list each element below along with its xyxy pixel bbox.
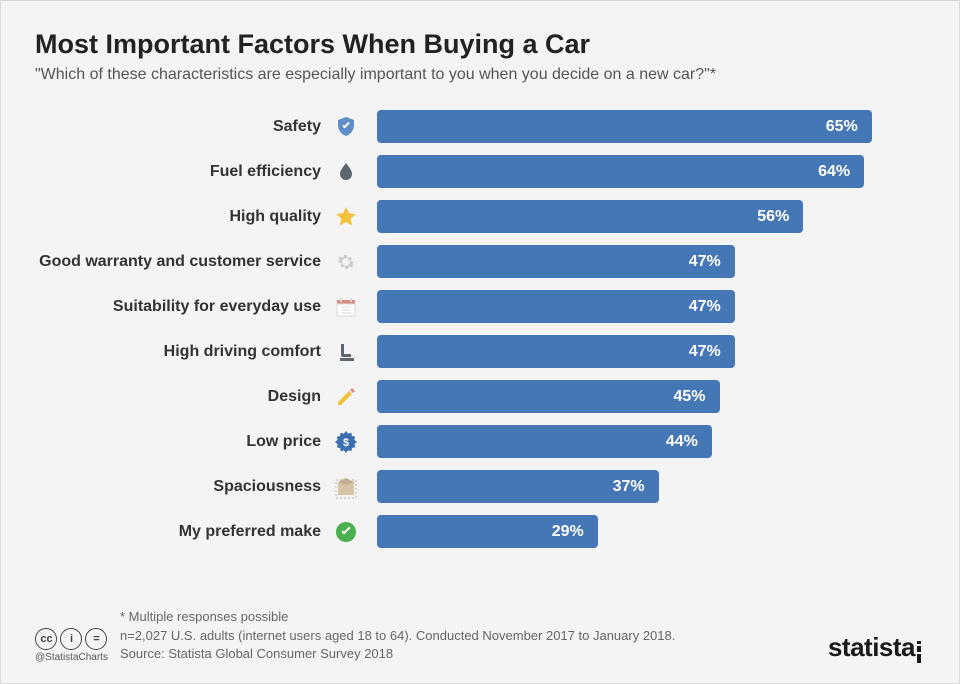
bar-row: Low price $ 44% [35,425,925,458]
bar: 29% [377,515,598,548]
row-label: Safety [35,118,331,136]
brand-text: statista [828,632,915,663]
cc-icon: i [60,628,82,650]
gear-icon [331,250,361,274]
bar: 65% [377,110,872,143]
bar-row: High driving comfort 47% [35,335,925,368]
bar-row: Fuel efficiency 64% [35,155,925,188]
drop-icon [331,160,361,184]
bar: 47% [377,290,735,323]
row-label: Design [35,388,331,406]
row-label: Low price [35,433,331,451]
bar: 37% [377,470,659,503]
bar-row: High quality 56% [35,200,925,233]
row-label: Suitability for everyday use [35,298,331,316]
bar-value: 47% [689,343,721,361]
row-label: High driving comfort [35,343,331,361]
bar-row: Good warranty and customer service 47% [35,245,925,278]
footer-left: cci= @StatistaCharts * Multiple response… [35,608,675,663]
box-icon [331,475,361,499]
row-label: High quality [35,208,331,226]
footnote-source: Source: Statista Global Consumer Survey … [120,645,675,663]
bar-row: Design 45% [35,380,925,413]
bar-rows: Safety 65% Fuel efficiency 64% High qual… [35,110,925,548]
bar-track: 47% [377,245,925,278]
bar-value: 56% [757,208,789,226]
row-label: Spaciousness [35,478,331,496]
footer-notes: * Multiple responses possible n=2,027 U.… [120,608,675,663]
bar: 47% [377,245,735,278]
chart-footer: cci= @StatistaCharts * Multiple response… [35,608,925,663]
chart-container: Most Important Factors When Buying a Car… [0,0,960,684]
brand-mark [917,641,925,663]
bar-track: 45% [377,380,925,413]
bar-row: Suitability for everyday use 47% [35,290,925,323]
bar-value: 47% [689,253,721,271]
bar-track: 47% [377,335,925,368]
bar-track: 37% [377,470,925,503]
price-burst-icon: $ [331,430,361,454]
bar: 56% [377,200,803,233]
cc-icons: cci= [35,628,107,650]
bar: 47% [377,335,735,368]
bar: 64% [377,155,864,188]
bar-track: 29% [377,515,925,548]
bar-value: 29% [552,523,584,541]
cc-icon: cc [35,628,57,650]
pencil-icon [331,385,361,409]
bar: 44% [377,425,712,458]
bar-row: Spaciousness 37% [35,470,925,503]
bar-row: Safety 65% [35,110,925,143]
bar-track: 64% [377,155,925,188]
bar: 45% [377,380,720,413]
cc-license-block: cci= @StatistaCharts [35,628,108,663]
row-label: Good warranty and customer service [35,253,331,271]
social-handle: @StatistaCharts [35,652,108,663]
seat-icon [331,340,361,364]
footnote-1: * Multiple responses possible [120,608,675,626]
row-label: My preferred make [35,523,331,541]
bar-value: 37% [613,478,645,496]
bar-value: 47% [689,298,721,316]
bar-track: 65% [377,110,925,143]
bar-value: 65% [826,118,858,136]
cc-icon: = [85,628,107,650]
bar-track: 56% [377,200,925,233]
star-icon [331,205,361,229]
row-label: Fuel efficiency [35,163,331,181]
bar-value: 64% [818,163,850,181]
svg-text:$: $ [343,437,349,449]
bar-track: 44% [377,425,925,458]
statista-logo: statista [828,632,925,663]
calendar-icon [331,295,361,319]
bar-value: 44% [666,433,698,451]
bar-value: 45% [673,388,705,406]
check-badge-icon [331,520,361,544]
chart-subtitle: "Which of these characteristics are espe… [35,66,925,84]
footnote-2: n=2,027 U.S. adults (internet users aged… [120,627,675,645]
bar-row: My preferred make 29% [35,515,925,548]
chart-title: Most Important Factors When Buying a Car [35,29,925,60]
bar-track: 47% [377,290,925,323]
shield-icon [331,115,361,139]
